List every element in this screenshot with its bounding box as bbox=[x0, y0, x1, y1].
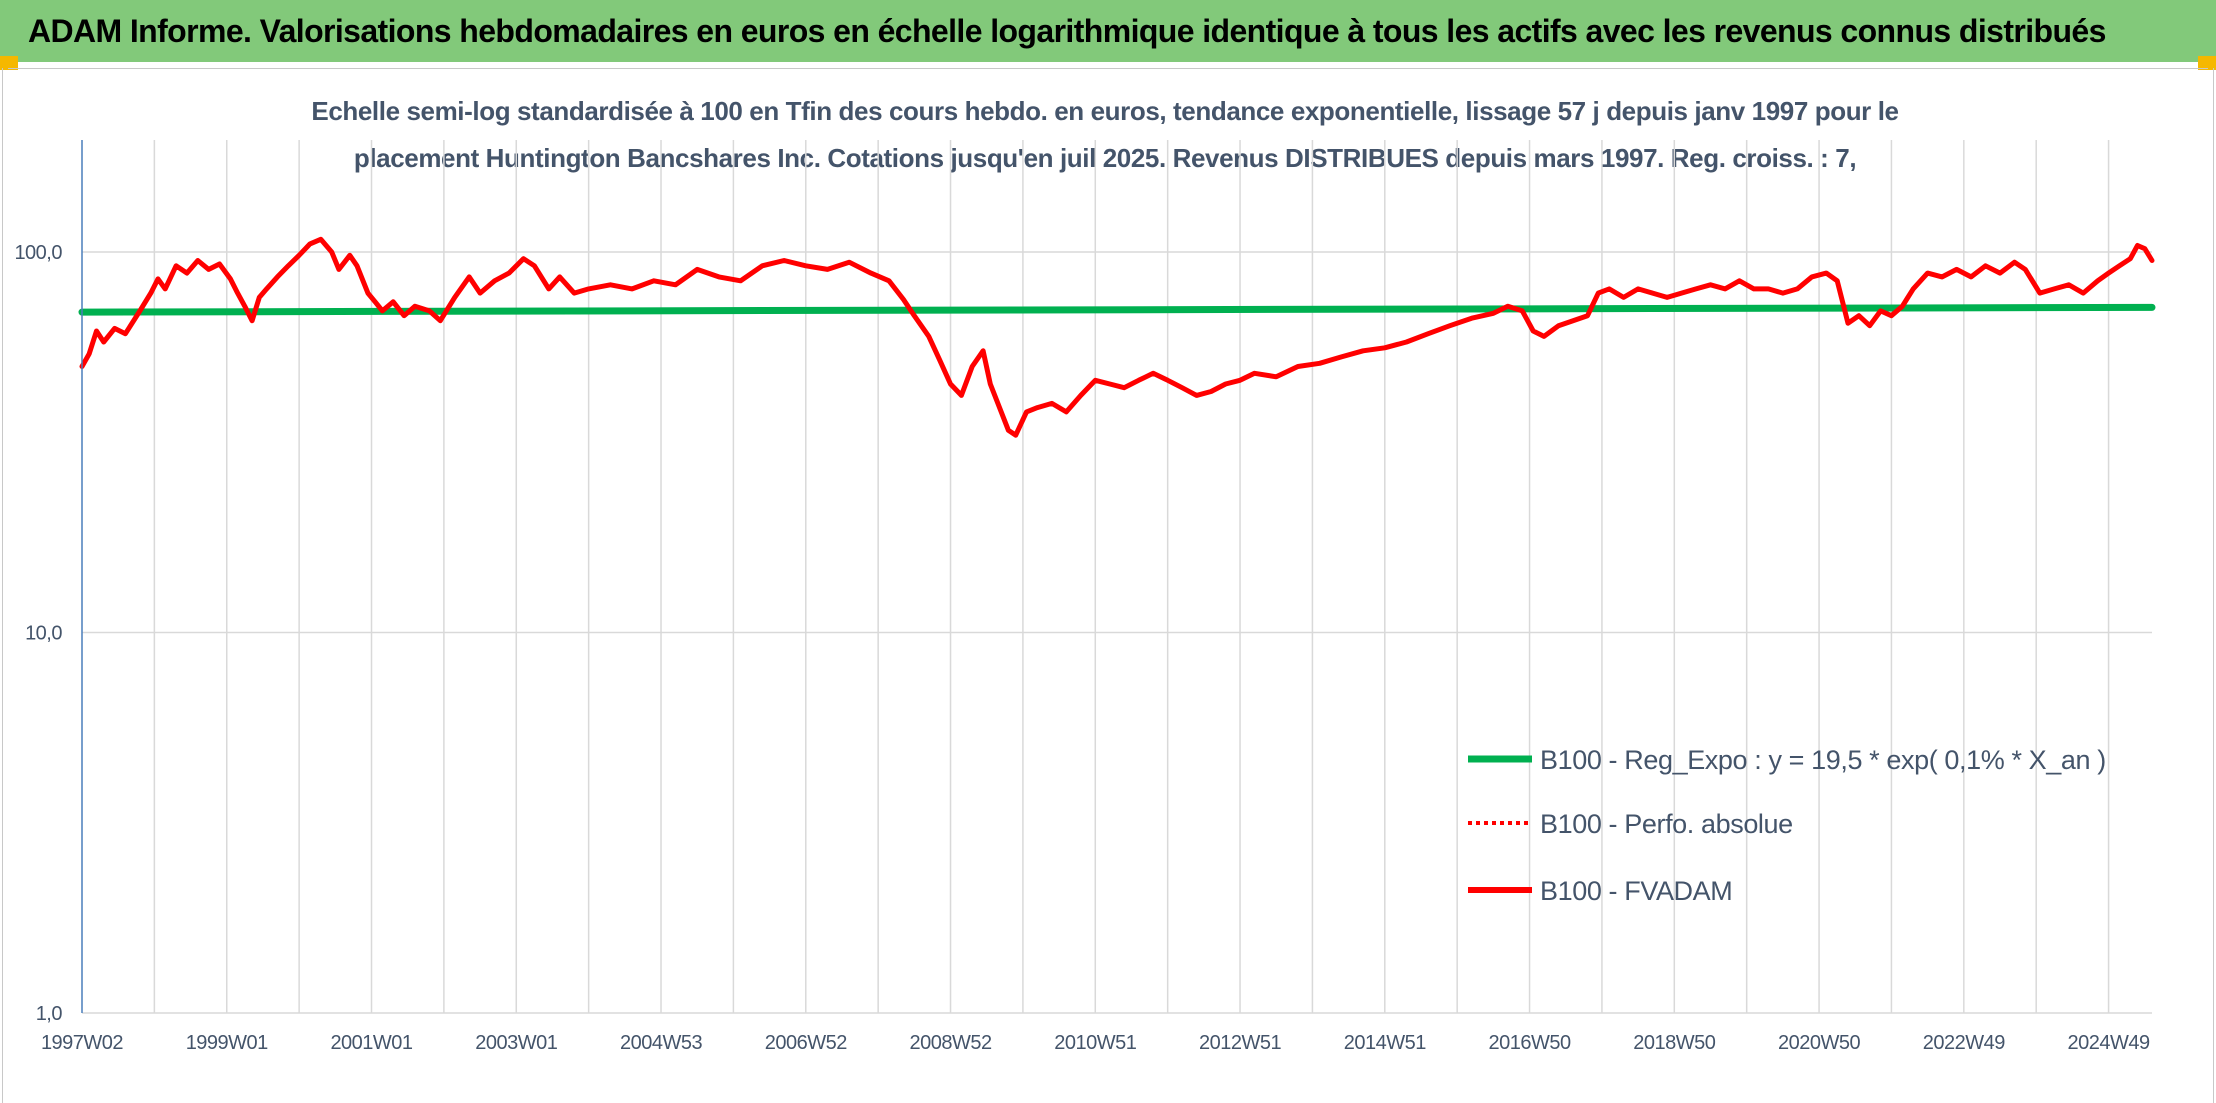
chart-subtitle-line1: Echelle semi-log standardisée à 100 en T… bbox=[311, 96, 1899, 126]
x-tick-label: 2020W50 bbox=[1778, 1032, 1860, 1054]
legend: B100 - Reg_Expo : y = 19,5 * exp( 0,1% *… bbox=[1468, 745, 2106, 906]
legend-label-0: B100 - Reg_Expo : y = 19,5 * exp( 0,1% *… bbox=[1540, 745, 2106, 775]
x-tick-label: 2010W51 bbox=[1054, 1032, 1136, 1054]
x-tick-label: 2024W49 bbox=[2068, 1032, 2150, 1054]
chart-subtitle-line2: placement Huntington Bancshares Inc. Cot… bbox=[353, 143, 1857, 173]
series-line-2 bbox=[79, 236, 2155, 438]
legend-label-1: B100 - Perfo. absolue bbox=[1540, 809, 1793, 839]
report-title: ADAM Informe. Valorisations hebdomadaire… bbox=[28, 12, 2106, 49]
axes: 1,0 10,0 100,0 1997W02 1999W01 2001W01 2003W01… bbox=[14, 140, 2151, 1054]
legend-label-2: B100 - FVADAM bbox=[1540, 876, 1732, 906]
frame-top-line bbox=[8, 68, 2208, 69]
x-tick-label: 2012W51 bbox=[1199, 1032, 1281, 1054]
x-tick-label: 2003W01 bbox=[475, 1032, 557, 1054]
report-header: ADAM Informe. Valorisations hebdomadaire… bbox=[0, 0, 2216, 62]
corner-marker-left bbox=[0, 56, 18, 70]
y-tick-label: 100,0 bbox=[14, 242, 62, 264]
x-tick-label: 1999W01 bbox=[186, 1032, 268, 1054]
x-tick-label: 2022W49 bbox=[1923, 1032, 2005, 1054]
x-tick-label: 2016W50 bbox=[1488, 1032, 1570, 1054]
frame-right-line bbox=[2213, 68, 2214, 1103]
x-tick-label: 2018W50 bbox=[1633, 1032, 1715, 1054]
x-tick-label: 1997W02 bbox=[41, 1032, 123, 1054]
y-tick-label: 10,0 bbox=[25, 623, 62, 645]
corner-marker-right bbox=[2198, 56, 2216, 70]
x-tick-label: 2014W51 bbox=[1344, 1032, 1426, 1054]
y-tick-label: 1,0 bbox=[36, 1003, 63, 1025]
frame-left-line bbox=[2, 68, 3, 1103]
x-tick-label: 2008W52 bbox=[909, 1032, 991, 1054]
x-tick-label: 2004W53 bbox=[620, 1032, 702, 1054]
grid bbox=[82, 140, 2152, 1014]
x-tick-label: 2001W01 bbox=[330, 1032, 412, 1054]
series-layer bbox=[78, 236, 2156, 438]
series-line-0 bbox=[78, 303, 2156, 316]
x-tick-label: 2006W52 bbox=[765, 1032, 847, 1054]
